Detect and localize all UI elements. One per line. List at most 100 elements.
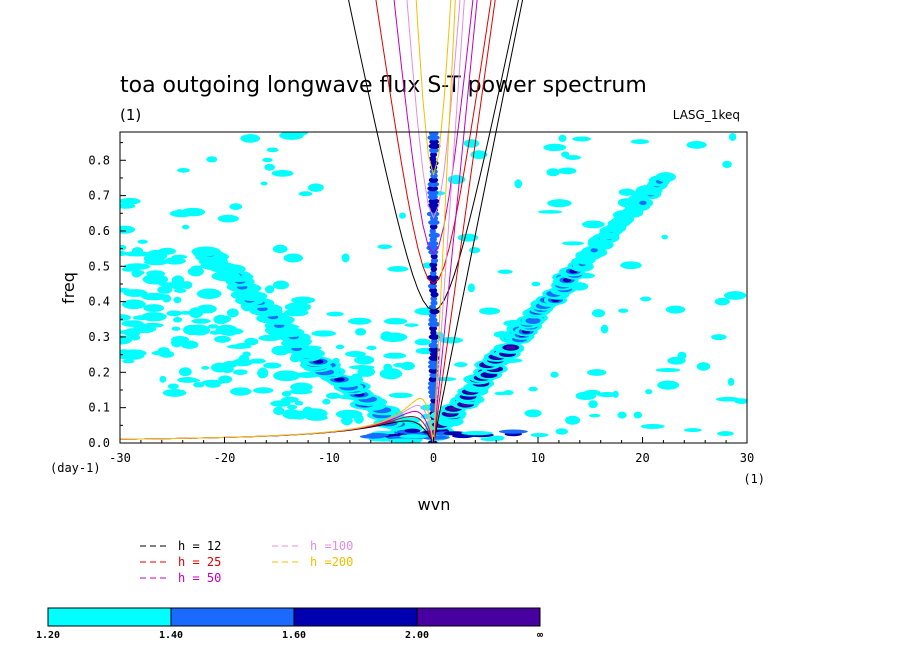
power-cell — [178, 367, 192, 377]
power-cell — [193, 382, 205, 388]
power-cell — [399, 212, 406, 219]
power-cell — [123, 263, 151, 270]
power-cell — [506, 345, 516, 350]
power-cell — [430, 300, 438, 306]
power-cell — [715, 396, 741, 402]
colorbar-segment — [293, 607, 418, 627]
y-tick-label: 0.6 — [88, 224, 110, 238]
power-cell — [290, 382, 313, 392]
x-tick-label: 0 — [430, 451, 437, 465]
power-cell — [257, 306, 268, 312]
power-cell — [600, 324, 609, 334]
power-cell — [159, 375, 167, 383]
power-cell — [428, 355, 440, 362]
legend-label: h = 50 — [178, 571, 221, 585]
power-cell — [665, 305, 686, 314]
power-cell — [657, 380, 680, 390]
power-cell — [497, 269, 513, 274]
power-cell — [428, 219, 440, 226]
legend-label: h =200 — [310, 555, 353, 569]
power-cell — [400, 361, 415, 371]
power-cell — [723, 291, 747, 300]
power-cell — [120, 349, 147, 358]
power-cell — [345, 350, 366, 357]
power-cell — [590, 248, 598, 253]
power-cell — [640, 296, 652, 302]
power-cell — [326, 311, 344, 317]
power-cell — [271, 169, 294, 177]
power-cell — [429, 228, 436, 234]
power-cell — [645, 389, 653, 395]
power-cell — [240, 134, 261, 143]
power-cell — [428, 143, 441, 149]
power-cell — [428, 198, 440, 205]
power-cell — [428, 232, 440, 239]
x-tick-label: 20 — [635, 451, 649, 465]
power-cell — [586, 369, 607, 376]
power-cell — [514, 179, 523, 189]
inertia-gravity-curve — [406, 0, 461, 219]
legend-label: h = 12 — [178, 539, 221, 553]
power-cell — [659, 173, 673, 181]
power-cell — [120, 335, 133, 345]
power-cell — [121, 299, 146, 310]
y-tick-label: 0.5 — [88, 259, 110, 273]
kelvin-wave-curve — [433, 0, 524, 443]
power-cell — [325, 392, 341, 399]
inertia-gravity-curve — [415, 0, 452, 176]
power-cell — [157, 285, 173, 294]
power-cell — [461, 430, 493, 436]
legend-label: h =100 — [310, 539, 353, 553]
power-cell — [257, 367, 269, 379]
power-cell — [469, 247, 481, 254]
power-cell — [630, 139, 650, 145]
power-cell — [137, 239, 148, 244]
colorbar-label: 2.00 — [405, 630, 429, 641]
power-cell — [335, 409, 363, 419]
power-cell — [640, 423, 665, 429]
power-cell — [428, 359, 440, 366]
power-cell — [173, 296, 182, 304]
power-cell — [591, 309, 606, 318]
power-cell — [211, 362, 229, 373]
power-cell — [530, 432, 549, 438]
power-cell — [122, 359, 135, 364]
power-cell — [209, 330, 221, 335]
power-cell — [232, 358, 254, 367]
power-cell — [618, 308, 629, 313]
power-cell — [427, 321, 441, 328]
power-cell — [377, 244, 393, 250]
power-cell — [531, 281, 541, 287]
y-tick-label: 0.1 — [88, 401, 110, 415]
power-cell — [427, 185, 439, 192]
power-cell — [311, 330, 337, 337]
power-cell — [557, 167, 577, 175]
power-cell — [167, 383, 179, 390]
power-cell — [428, 389, 438, 395]
power-cell — [430, 172, 438, 179]
power-cell — [226, 344, 252, 349]
power-cell — [120, 225, 136, 234]
power-cell — [366, 345, 377, 350]
colorbar-label: 1.60 — [282, 630, 306, 641]
power-cell — [263, 362, 282, 369]
power-cell — [525, 317, 541, 324]
power-cell — [229, 203, 243, 211]
power-cell — [618, 188, 635, 196]
power-cell — [258, 334, 282, 342]
power-cell — [214, 335, 231, 343]
power-cell — [686, 141, 707, 149]
power-cell — [383, 352, 407, 359]
power-cell — [171, 337, 183, 348]
x-tick-label: -10 — [318, 451, 340, 465]
power-cell — [728, 132, 737, 141]
power-cell — [431, 338, 438, 345]
power-cell — [633, 411, 643, 419]
power-cell — [213, 314, 229, 325]
power-cell — [427, 181, 440, 188]
power-cell — [244, 337, 259, 346]
power-cell — [143, 253, 160, 264]
power-cell — [427, 189, 439, 196]
power-cell — [428, 317, 438, 323]
power-cell — [430, 257, 439, 264]
